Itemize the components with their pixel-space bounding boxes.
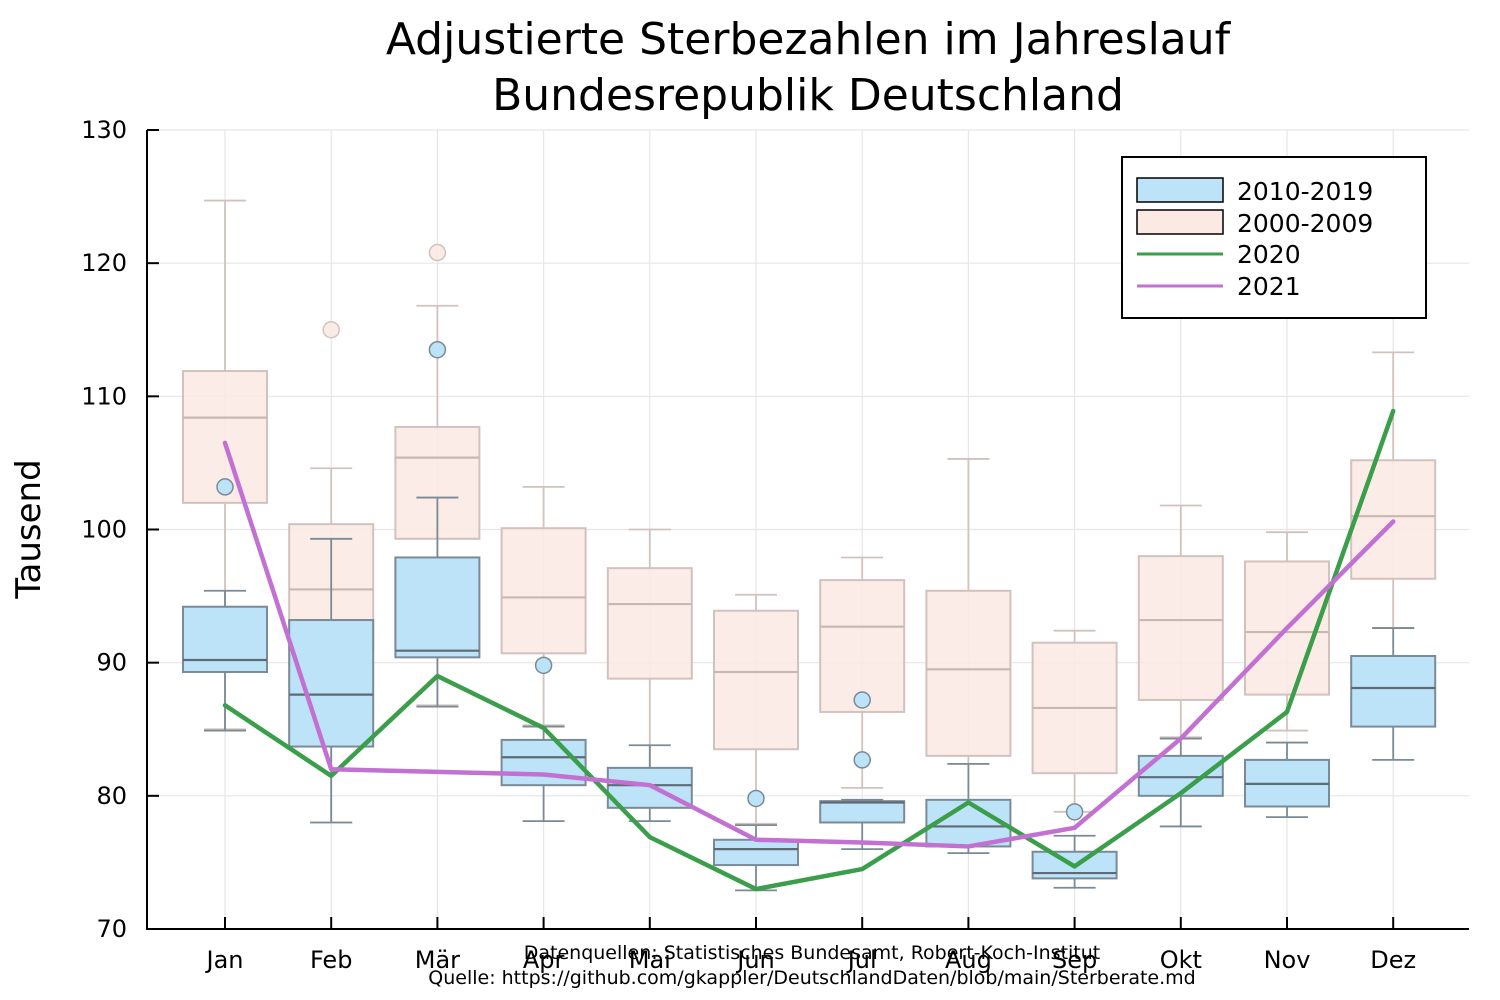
- x-tick-label: Jan: [205, 946, 244, 974]
- y-tick-label: 90: [96, 649, 127, 677]
- x-tick-label: Aug: [945, 946, 992, 974]
- x-tick-label: Sep: [1052, 946, 1097, 974]
- x-tick-label: Mär: [415, 946, 460, 974]
- x-tick-label: Apr: [523, 946, 565, 974]
- x-tick-label: Jun: [735, 946, 775, 974]
- box-body: [819, 800, 906, 824]
- grid-lines: [147, 129, 1469, 930]
- box-2000-2009-Apr: [500, 485, 587, 727]
- line-2020: [222, 408, 1396, 892]
- outlier-point: [747, 789, 765, 808]
- line-series: [222, 408, 1396, 892]
- box-body: [713, 609, 799, 751]
- line-2021: [222, 440, 1396, 849]
- box-body: [182, 605, 268, 673]
- y-axis-label: Tausend: [9, 459, 49, 599]
- chart-subtitle: Bundesrepublik Deutschland: [492, 70, 1124, 121]
- y-tick-label: 70: [96, 915, 127, 943]
- outlier-point: [428, 340, 447, 359]
- box-2010-2019-Mär: [394, 340, 481, 708]
- x-tick-label: Jul: [846, 946, 877, 974]
- box-2010-2019-Jan: [182, 478, 268, 732]
- box-2010-2019-Jun: [713, 789, 799, 892]
- x-tick-label: Nov: [1264, 946, 1311, 974]
- x-tick-label: Mai: [629, 946, 671, 974]
- outlier-point: [534, 656, 553, 675]
- legend-swatch-2000-2009: [1136, 209, 1224, 235]
- box-2010-2019-Nov: [1244, 741, 1330, 819]
- x-tick-label: Okt: [1160, 946, 1202, 974]
- x-tick-label: Dez: [1370, 946, 1416, 974]
- box-body: [500, 527, 587, 655]
- box-2000-2009-Okt: [1137, 504, 1224, 739]
- box-2010-2019-Dez: [1350, 627, 1437, 761]
- outlier-point: [853, 691, 871, 709]
- box-2000-2009-Sep: [1031, 629, 1118, 813]
- box-2000-2009-Mai: [606, 528, 693, 777]
- outlier-point: [216, 478, 234, 496]
- box-body: [1137, 555, 1224, 701]
- legend-label-2021: 2021: [1237, 272, 1301, 301]
- box-2000-2009-Jul: [819, 556, 906, 789]
- legend-label-2020: 2020: [1237, 240, 1301, 269]
- outlier-point: [322, 321, 340, 339]
- outlier-point: [1065, 803, 1084, 821]
- y-tick-label: 120: [81, 249, 127, 277]
- y-tick-label: 130: [81, 116, 127, 144]
- legend-label-2010-2019: 2010-2019: [1237, 177, 1373, 206]
- box-body: [925, 589, 1012, 757]
- source-line-2: Quelle: https://github.com/gkappler/Deut…: [428, 967, 1195, 989]
- source-line-1: Datenquellen: Statistisches Bundesamt, R…: [524, 942, 1101, 964]
- chart-title: Adjustierte Sterbezahlen im Jahreslauf: [386, 14, 1232, 65]
- box-body: [394, 556, 481, 659]
- box-2010-2019-Jul: [819, 691, 906, 850]
- legend: 2010-2019 2000-2009 2020 2021: [1121, 156, 1427, 319]
- box-body: [819, 579, 906, 713]
- legend-label-2000-2009: 2000-2009: [1237, 209, 1373, 238]
- outlier-point: [853, 751, 871, 769]
- legend-swatch-2010-2019: [1136, 177, 1224, 203]
- outlier-point: [428, 243, 447, 262]
- x-tick-label: Feb: [310, 946, 353, 974]
- box-body: [1350, 655, 1437, 728]
- box-2000-2009-Aug: [925, 458, 1012, 765]
- y-tick-label: 80: [96, 782, 127, 810]
- box-body: [606, 567, 693, 680]
- y-tick-label: 100: [81, 516, 127, 544]
- axes: 70 80 90 100 110 120 130 Jan Feb Mär Apr Mai Jun Jul A…: [81, 116, 1469, 974]
- box-body: [713, 838, 799, 867]
- y-tick-label: 110: [81, 382, 127, 410]
- box-2010-2019-Sep: [1031, 803, 1118, 889]
- box-2000-2009-Jun: [713, 593, 799, 825]
- box-series-2000-2009: [182, 199, 1437, 825]
